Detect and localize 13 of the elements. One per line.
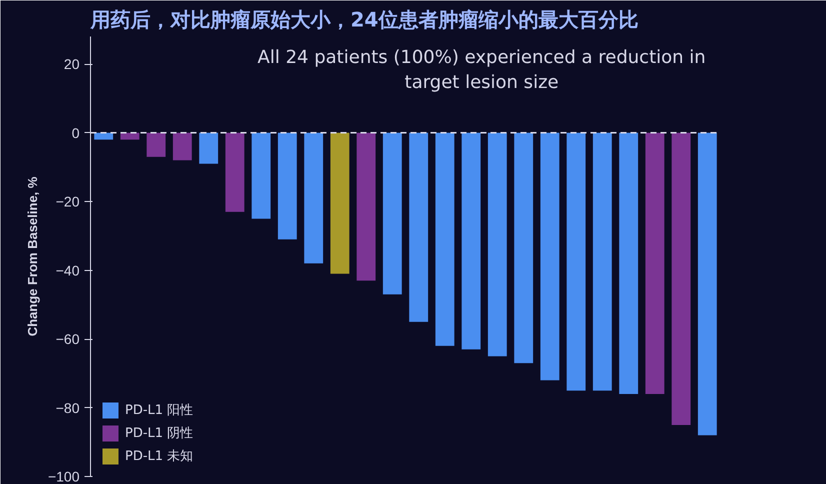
y-axis-title: Change From Baseline, %: [24, 176, 40, 336]
y-tick-label: −60: [56, 331, 80, 347]
legend-label: PD-L1 阴性: [125, 425, 194, 442]
legend-label: PD-L1 未知: [125, 448, 194, 465]
chart-title: 用药后，对比肿瘤原始大小，24位患者肿瘤缩小的最大百分比: [90, 8, 638, 32]
y-tick-label: −40: [56, 262, 80, 278]
y-tick-label: 0: [72, 124, 80, 141]
y-tick-label: −100: [48, 468, 80, 484]
text: All 24 patients (100%) experienced a reduction in target lesion size: [258, 46, 706, 94]
legend-label: PD-L1 阳性: [125, 402, 194, 419]
y-tick-label: −80: [56, 400, 80, 416]
y-tick-label: −20: [56, 194, 80, 210]
y-tick-label: 20: [64, 56, 80, 72]
